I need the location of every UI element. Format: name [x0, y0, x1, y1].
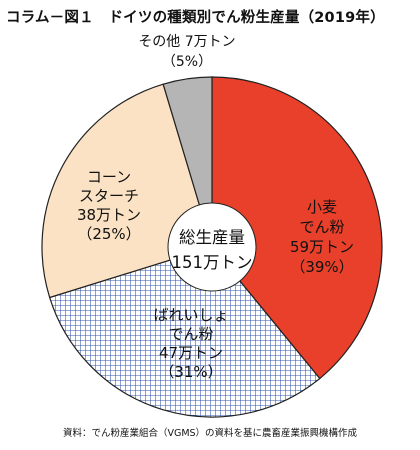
slice-label-corn: コーンスターチ 38万トン（25%）	[77, 168, 141, 243]
slice-label-line: 47万トン	[159, 344, 223, 362]
center-label-total: 151万トン	[172, 253, 253, 272]
slice-label-other: その他 7万トン （5%）	[138, 34, 235, 70]
slice-label-wheat: 小麦でん粉 59万トン （39%）	[290, 198, 354, 276]
pie-chart: 総生産量 151万トン 小麦でん粉 59万トン（39%）ばれいしょでん粉 47万トン…	[41, 34, 383, 418]
slice-label-line: スターチ	[79, 187, 139, 205]
slice-label-line: でん粉	[168, 325, 213, 343]
slice-label-line: 小麦	[307, 198, 337, 216]
center-label-title: 総生産量	[179, 228, 245, 247]
slice-label-line: （25%）	[77, 225, 140, 243]
pie-slice-wheat	[211, 76, 383, 380]
slice-label-line: その他 7万トン	[138, 34, 235, 50]
chart-title: コラム－図１ ドイツの種類別でん粉生産量（2019年）	[6, 10, 385, 26]
slice-labels: 小麦でん粉 59万トン（39%）ばれいしょでん粉 47万トン（31%）コーンスターチ…	[77, 34, 354, 381]
slice-label-line: （5%）	[162, 54, 212, 70]
slice-label-line: （31%）	[159, 363, 222, 381]
slice-label-line: 38万トン	[77, 206, 141, 224]
slice-label-line: でん粉	[299, 218, 344, 236]
slice-label-line: （39%）	[290, 258, 353, 276]
center-total-circle	[167, 202, 257, 292]
slice-label-line: 59万トン	[290, 238, 354, 256]
slice-label-line: ばれいしょ	[153, 306, 228, 324]
source-note: 資料：でん粉産業組合（VGMS）の資料を基に農畜産業振興機構作成	[62, 428, 358, 439]
slice-label-potato: ばれいしょでん粉 47万トン（31%）	[153, 306, 228, 381]
pie-slice-potato	[48, 246, 321, 418]
slice-label-line: コーン	[87, 168, 131, 186]
